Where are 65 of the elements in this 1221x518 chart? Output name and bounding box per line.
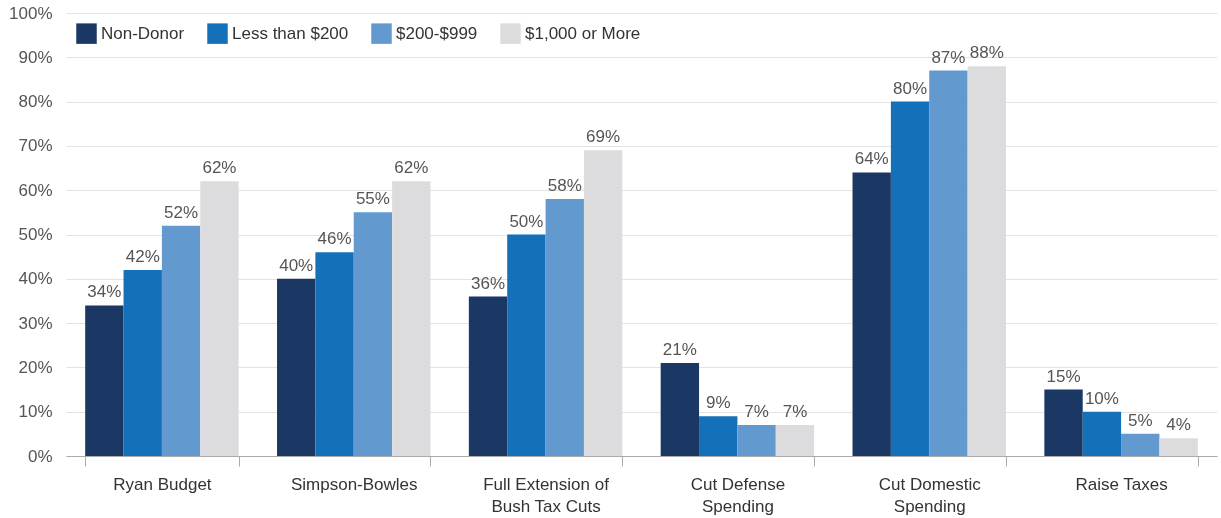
y-tick-label: 90% bbox=[18, 47, 53, 67]
data-label: 62% bbox=[202, 158, 237, 178]
data-label: 7% bbox=[782, 401, 808, 421]
legend-label: $200-$999 bbox=[396, 23, 478, 43]
data-label: 34% bbox=[87, 282, 122, 302]
x-tick-label: Raise Taxes bbox=[1075, 474, 1168, 494]
bar bbox=[85, 305, 124, 456]
bar bbox=[775, 424, 815, 456]
data-label: 9% bbox=[705, 393, 731, 413]
x-tick-label: Ryan Budget bbox=[113, 474, 212, 494]
legend-label: $1,000 or More bbox=[525, 23, 641, 43]
y-tick-label: 0% bbox=[27, 446, 53, 466]
bar bbox=[852, 172, 891, 456]
bar bbox=[1121, 433, 1160, 456]
bar bbox=[161, 225, 201, 456]
bar bbox=[890, 101, 930, 456]
data-label: 7% bbox=[744, 401, 769, 421]
y-tick-label: 20% bbox=[18, 357, 53, 377]
x-tick-label: Cut Domestic Spending bbox=[878, 474, 982, 516]
bar bbox=[929, 70, 968, 456]
data-label: 4% bbox=[1166, 415, 1191, 435]
bar bbox=[1044, 389, 1083, 456]
data-label: 40% bbox=[279, 255, 314, 275]
data-label: 10% bbox=[1084, 388, 1119, 408]
bar bbox=[468, 296, 508, 456]
legend-label: Less than $200 bbox=[232, 23, 349, 43]
data-label: 88% bbox=[969, 43, 1004, 63]
bar bbox=[1082, 411, 1122, 456]
bar bbox=[353, 212, 393, 456]
y-tick-label: 10% bbox=[18, 402, 53, 422]
y-tick-label: 40% bbox=[18, 269, 53, 289]
data-label: 64% bbox=[854, 149, 889, 169]
y-tick-label: 100% bbox=[9, 3, 53, 23]
y-tick-label: 70% bbox=[18, 136, 53, 156]
bar bbox=[277, 278, 316, 456]
legend-label: Non-Donor bbox=[101, 23, 185, 43]
bar bbox=[1159, 438, 1198, 456]
data-label: 80% bbox=[893, 78, 928, 98]
bar bbox=[545, 199, 584, 456]
x-tick-label: Full Extension of Bush Tax Cuts bbox=[483, 474, 610, 516]
bar bbox=[660, 362, 700, 456]
data-label: 58% bbox=[547, 176, 582, 196]
data-label: 36% bbox=[471, 273, 506, 293]
bar bbox=[699, 416, 738, 456]
data-label: 15% bbox=[1046, 366, 1081, 386]
data-label: 46% bbox=[317, 229, 352, 249]
x-tick-label: Simpson-Bowles bbox=[290, 474, 418, 494]
y-tick-label: 60% bbox=[18, 180, 53, 200]
data-label: 21% bbox=[662, 339, 697, 359]
data-label: 52% bbox=[164, 202, 199, 222]
x-tick-label: Cut Defense Spending bbox=[690, 474, 786, 516]
bar bbox=[123, 269, 162, 456]
data-label: 5% bbox=[1127, 410, 1153, 430]
y-tick-label: 50% bbox=[18, 225, 53, 244]
bar bbox=[737, 424, 776, 456]
data-label: 50% bbox=[509, 211, 544, 231]
data-label: 55% bbox=[355, 189, 390, 209]
y-tick-label: 30% bbox=[18, 313, 53, 333]
data-label: 69% bbox=[586, 127, 621, 147]
data-label: 62% bbox=[394, 158, 429, 178]
data-label: 87% bbox=[931, 47, 966, 67]
bar bbox=[315, 252, 354, 456]
y-tick-label: 80% bbox=[18, 92, 53, 112]
bar bbox=[507, 234, 546, 456]
data-label: 42% bbox=[125, 246, 160, 266]
